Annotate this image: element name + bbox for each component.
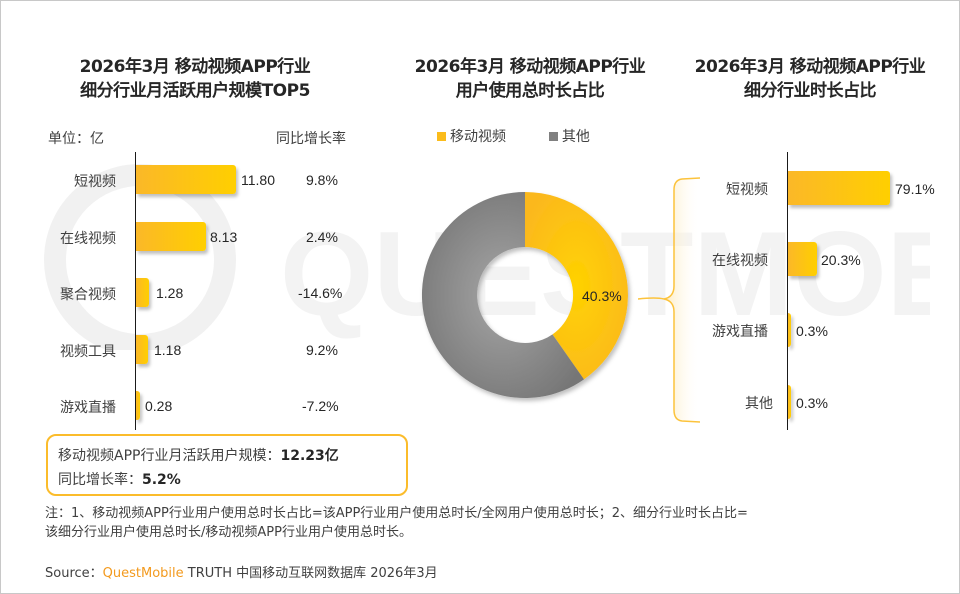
right-title-line2: 细分行业时长占比 [744, 81, 877, 101]
left-row-growth: -7.2% [302, 398, 339, 414]
right-axis [787, 152, 788, 430]
left-row-value: 8.13 [210, 229, 238, 245]
footnote-line2: 该细分行业用户使用总时长/移动视频APP行业用户使用总时长。 [45, 525, 412, 540]
donut-slice-label: 40.3% [582, 288, 622, 304]
left-title-line2: 细分行业月活跃用户规模TOP5 [80, 81, 310, 101]
footnote: 注：1、移动视频APP行业用户使用总时长占比=该APP行业用户使用总时长/全网用… [45, 504, 925, 542]
right-chart-title: 2026年3月 移动视频APP行业 细分行业时长占比 [675, 55, 945, 103]
donut-slice-other [421, 191, 584, 398]
right-row-label: 在线视频 [712, 253, 768, 269]
left-row-label: 在线视频 [60, 231, 116, 247]
footnote-line1: 注：1、移动视频APP行业用户使用总时长占比=该APP行业用户使用总时长/全网用… [45, 506, 748, 521]
left-row-value: 11.80 [241, 172, 275, 188]
middle-title-line2: 用户使用总时长占比 [455, 81, 605, 101]
legend-item-mobile-video: 移动视频 [437, 129, 506, 145]
source-prefix: Source： [45, 566, 103, 581]
right-bar [788, 242, 817, 276]
source-brand: QuestMobile [102, 566, 184, 581]
right-bar [788, 385, 791, 419]
donut-slice-mobile-video [525, 192, 628, 380]
left-bar [136, 391, 140, 420]
right-row-value: 0.3% [796, 395, 828, 411]
source-line: Source：QuestMobile TRUTH 中国移动互联网数据库 2026… [45, 562, 438, 581]
right-row-label: 短视频 [726, 182, 768, 198]
growth-value: 5.2% [142, 472, 181, 488]
right-bar [788, 171, 890, 205]
left-axis [135, 152, 136, 430]
right-title-line1: 2026年3月 移动视频APP行业 [694, 57, 926, 77]
left-row-label: 视频工具 [60, 344, 116, 360]
left-bar [136, 222, 206, 251]
right-row-label: 其他 [745, 396, 773, 412]
left-row-label: 游戏直播 [60, 400, 116, 416]
mau-value: 12.23亿 [280, 448, 339, 464]
middle-title-line1: 2026年3月 移动视频APP行业 [414, 57, 646, 77]
right-bar [788, 313, 791, 347]
legend: 移动视频 其他 [437, 126, 590, 146]
left-row-growth: 9.2% [306, 342, 338, 358]
middle-chart-title: 2026年3月 移动视频APP行业 用户使用总时长占比 [385, 55, 675, 103]
mau-label: 移动视频APP行业月活跃用户规模： [58, 448, 281, 464]
unit-label: 单位：亿 [48, 131, 104, 147]
left-title-line1: 2026年3月 移动视频APP行业 [79, 57, 311, 77]
left-row-label: 短视频 [74, 174, 116, 190]
right-row-value: 79.1% [895, 181, 935, 197]
brace-connector [638, 177, 700, 423]
legend-label: 其他 [561, 129, 590, 145]
left-row-growth: 9.8% [306, 172, 338, 188]
left-bar [136, 335, 148, 364]
left-row-value: 0.28 [145, 398, 173, 414]
growth-header: 同比增长率 [276, 131, 346, 147]
mau-summary-box: 移动视频APP行业月活跃用户规模：12.23亿 同比增长率：5.2% [46, 434, 408, 496]
source-rest: TRUTH 中国移动互联网数据库 2026年3月 [183, 566, 438, 581]
left-row-growth: -14.6% [298, 285, 343, 301]
left-chart-title: 2026年3月 移动视频APP行业 细分行业月活跃用户规模TOP5 [40, 55, 350, 103]
left-row-growth: 2.4% [306, 229, 338, 245]
left-bar [136, 165, 236, 194]
legend-label: 移动视频 [450, 129, 506, 145]
legend-swatch-yellow-icon [437, 132, 446, 141]
legend-item-other: 其他 [548, 129, 590, 145]
right-row-value: 20.3% [821, 252, 861, 268]
right-row-value: 0.3% [796, 323, 828, 339]
left-row-label: 聚合视频 [60, 287, 116, 303]
left-bar [136, 278, 149, 307]
growth-label: 同比增长率： [58, 472, 142, 488]
legend-swatch-gray-icon [548, 132, 558, 141]
left-row-value: 1.28 [156, 285, 184, 301]
left-row-value: 1.18 [154, 342, 182, 358]
right-row-label: 游戏直播 [712, 324, 768, 340]
donut-chart: 40.3% [421, 191, 628, 398]
